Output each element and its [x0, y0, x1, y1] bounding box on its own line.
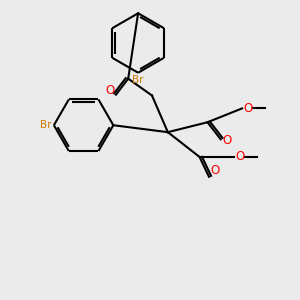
Text: O: O	[222, 134, 232, 147]
Text: Br: Br	[132, 75, 144, 85]
Text: O: O	[105, 83, 114, 97]
Text: O: O	[210, 164, 220, 177]
Text: Br: Br	[40, 120, 52, 130]
Text: O: O	[243, 102, 252, 115]
Text: O: O	[235, 150, 244, 164]
